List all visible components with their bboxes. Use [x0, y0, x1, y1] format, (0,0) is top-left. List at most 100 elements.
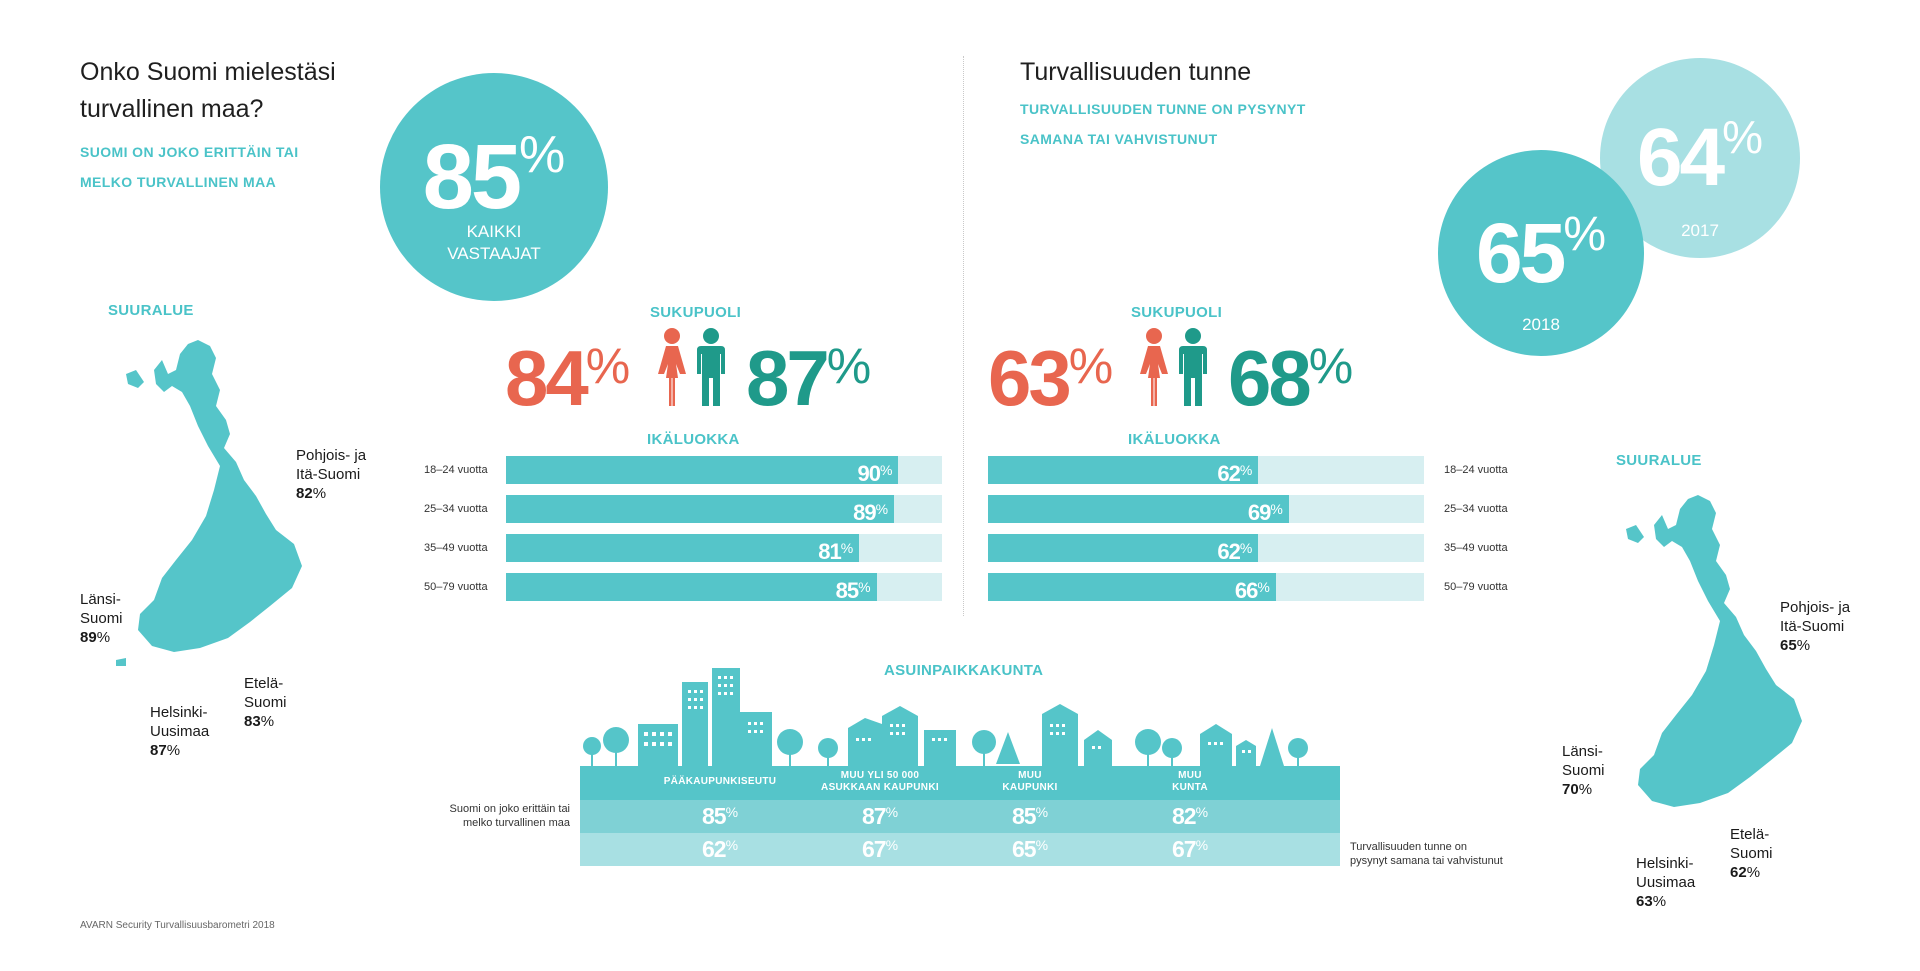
residence-column-header: PÄÄKAUPUNKISEUTU	[650, 776, 790, 788]
finland-map-right	[1626, 495, 1802, 807]
residence-title: ASUINPAIKKAKUNTA	[884, 662, 1044, 679]
bar-row: 90%	[506, 456, 942, 486]
right-subtitle: TURVALLISUUDEN TUNNE ON PYSYNYT SAMANA T…	[1020, 94, 1306, 154]
header-line1: PÄÄKAUPUNKISEUTU	[663, 776, 777, 787]
left-age-label: IKÄLUOKKA	[647, 431, 740, 448]
age-tick-label: 35–49 vuotta	[424, 542, 488, 554]
left-region-south: Etelä- Suomi 83%	[244, 674, 287, 731]
female-pct: %	[1068, 338, 1114, 394]
bar	[988, 534, 1259, 562]
caption-2018: 2018	[1522, 315, 1560, 334]
residence-value: 85%	[650, 803, 790, 830]
caption-line2: VASTAAJAT	[447, 244, 541, 263]
age-tick-label: 50–79 vuotta	[1444, 581, 1508, 593]
value-pct: %	[1195, 837, 1209, 853]
all-respondents-circle: 85% KAIKKI VASTAAJAT	[380, 73, 608, 301]
bar-value-label: 69%	[1248, 495, 1283, 527]
left-female-value: 84%	[505, 326, 630, 418]
value-pct: %	[1035, 837, 1049, 853]
residence-row1-label: Suomi on joko erittäin tai melko turvall…	[440, 802, 570, 830]
bar-value: 62	[1217, 461, 1241, 486]
value-number: 67	[861, 836, 887, 862]
left-title: Onko Suomi mielestäsi turvallinen maa?	[80, 54, 336, 128]
value-2017: 64	[1636, 112, 1725, 203]
pct-2017: %	[1722, 111, 1764, 163]
bar-value: 90	[857, 461, 881, 486]
bar	[988, 573, 1276, 601]
left-region-helsinki: Helsinki- Uusimaa 87%	[150, 703, 209, 760]
bar-value: 85	[835, 578, 860, 603]
residence-row2-band	[580, 833, 1340, 866]
residence-value: 67%	[810, 836, 950, 863]
bar-row: 62%	[988, 456, 1424, 486]
header-line1: MUU	[1178, 770, 1202, 781]
left-region-label: SUURALUE	[108, 302, 194, 319]
age-tick-label: 25–34 vuotta	[1444, 503, 1508, 515]
bar-value: 89	[853, 500, 877, 525]
bar-row: 66%	[988, 573, 1424, 603]
header-line2: KUNTA	[1172, 782, 1208, 793]
bar-pct: %	[858, 579, 871, 595]
value-number: 65	[1011, 836, 1037, 862]
male-pct: %	[1308, 338, 1354, 394]
left-subtitle: SUOMI ON JOKO ERITTÄIN TAI MELKO TURVALL…	[80, 137, 299, 197]
region-name-line1: Helsinki-	[150, 704, 208, 721]
bar-value-label: 85%	[836, 573, 871, 605]
region-value: 89	[80, 629, 97, 646]
value-pct: %	[885, 804, 899, 820]
right-region-south: Etelä- Suomi 62%	[1730, 825, 1773, 882]
region-name-line2: Suomi	[80, 610, 123, 627]
left-gender-label: SUKUPUOLI	[650, 304, 742, 321]
bar-value-label: 81%	[818, 534, 853, 566]
female-pct: %	[585, 338, 631, 394]
bar	[506, 573, 877, 601]
region-pct: %	[1796, 637, 1811, 654]
region-name-line1: Länsi-	[1562, 743, 1603, 760]
region-pct: %	[1578, 781, 1593, 798]
bar-pct: %	[1257, 579, 1270, 595]
value-pct: %	[725, 804, 739, 820]
residence-value: 65%	[960, 836, 1100, 863]
female-value: 63	[988, 334, 1072, 422]
bar	[506, 495, 895, 523]
value-pct: %	[1035, 804, 1049, 820]
all-respondents-caption: KAIKKI VASTAAJAT	[380, 221, 608, 265]
residence-value: 62%	[650, 836, 790, 863]
bar-pct: %	[879, 462, 893, 478]
residence-header-band	[580, 766, 1340, 800]
value-number: 85	[701, 803, 727, 829]
header-line2: KAUPUNKI	[1002, 782, 1058, 793]
value-number: 62	[701, 836, 727, 862]
header-line1: MUU YLI 50 000	[840, 770, 920, 781]
right-region-helsinki: Helsinki- Uusimaa 63%	[1636, 854, 1695, 911]
city-skyline	[583, 668, 1308, 766]
bar	[506, 534, 860, 562]
residence-table: PÄÄKAUPUNKISEUTU MUU YLI 50 000 ASUKKAAN K…	[580, 766, 1340, 866]
region-name-line1: Etelä-	[1730, 826, 1770, 843]
right-subtitle-line2: SAMANA TAI VAHVISTUNUT	[1020, 131, 1218, 147]
residence-value: 87%	[810, 803, 950, 830]
bar-pct: %	[1239, 462, 1253, 478]
region-pct: %	[96, 629, 111, 646]
age-tick-label: 18–24 vuotta	[424, 464, 488, 476]
region-name-line2: Itä-Suomi	[296, 466, 361, 483]
region-pct: %	[1652, 893, 1667, 910]
male-icon	[1179, 328, 1207, 406]
value-pct: %	[885, 837, 899, 853]
bar-value: 62	[1217, 539, 1241, 564]
caption-2017: 2017	[1681, 221, 1719, 240]
finland-map-left	[116, 340, 302, 666]
value-pct: %	[1195, 804, 1209, 820]
bar-row: 89%	[506, 495, 942, 525]
male-icon	[697, 328, 725, 406]
bar	[988, 495, 1289, 523]
bar-pct: %	[1239, 540, 1253, 556]
bar-value: 81	[818, 539, 842, 564]
residence-row1-band	[580, 800, 1340, 833]
bar	[988, 456, 1259, 484]
residence-column-header: MUU KUNTA	[1120, 770, 1260, 794]
region-name-line1: Länsi-	[80, 591, 121, 608]
row2-label-line1: Turvallisuuden tunne on	[1350, 841, 1468, 853]
left-title-line2: turvallinen maa?	[80, 95, 264, 123]
right-female-value: 63%	[988, 326, 1113, 418]
